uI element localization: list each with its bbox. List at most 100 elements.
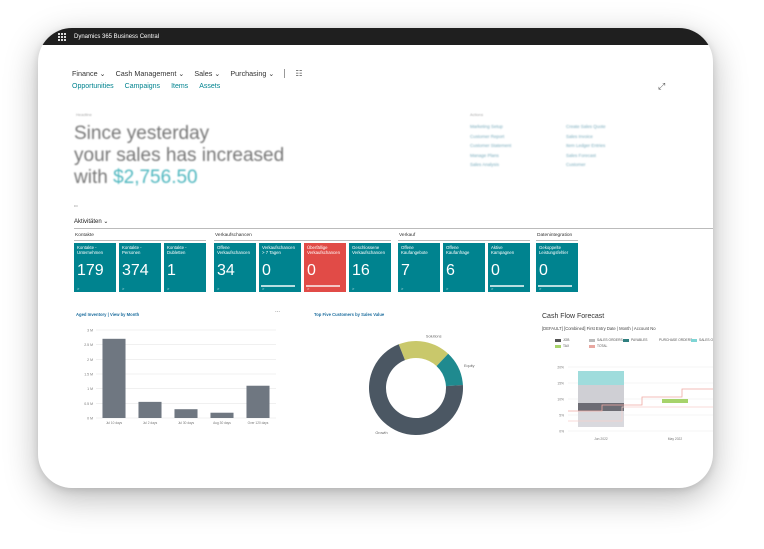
y-tick-label: 0 M (87, 417, 93, 421)
legend-item[interactable]: TOTAL (589, 344, 623, 348)
tile-group: Kontakte Kontakte - Unternehmen 179 > Kontak… (74, 233, 206, 292)
tile-arrow-icon: > (446, 286, 449, 291)
action-link[interactable]: Sales Invoice (566, 133, 593, 139)
y-tick-label: 20% (557, 366, 564, 370)
tile-value: 1 (167, 262, 176, 279)
activity-tile[interactable]: Überfällige Verkaufschancen 0 > (304, 243, 346, 292)
activity-tile[interactable]: Gekoppelte Leistungsfehler 0 > (536, 243, 578, 292)
y-tick-label: 0% (559, 430, 564, 434)
app-bar: Dynamics 365 Business Central (38, 28, 713, 45)
actions-label: Actions (470, 112, 484, 117)
tile-value: 0 (307, 262, 316, 279)
action-link[interactable]: Customer Report (470, 133, 505, 139)
activity-tile[interactable]: Kontakte - Unternehmen 179 > (74, 243, 116, 292)
action-link[interactable]: Item Ledger Entries (566, 143, 606, 148)
legend-item[interactable]: JOB (555, 338, 589, 342)
tile-value: 0 (262, 262, 271, 279)
chart-more-icon[interactable]: ... (275, 308, 281, 314)
legend-item[interactable]: SALES ORDERS (589, 338, 623, 342)
legend-swatch (623, 338, 629, 342)
menu-finance[interactable]: Finance ⌄ (72, 69, 106, 78)
more-dots-icon[interactable]: ••• (74, 204, 78, 208)
action-link[interactable]: Sales Forecast (566, 152, 597, 158)
legend-swatch (555, 338, 561, 342)
tile-arrow-icon: > (77, 286, 80, 291)
y-tick-label: 2 M (87, 358, 93, 362)
y-tick-label: 15% (557, 382, 564, 386)
cash-flow-bar (578, 385, 624, 403)
legend-label: JOB (563, 338, 570, 342)
x-tick-label: Over 120 days (248, 421, 269, 425)
action-link[interactable]: Customer Statement (470, 143, 512, 148)
activity-tile[interactable]: Offene Verkaufschancen 34 > (214, 243, 256, 292)
activity-tile[interactable]: Kontakte - Personen 374 > (119, 243, 161, 292)
tile-group-title: Kontakte (75, 233, 94, 238)
legend-swatch (589, 338, 595, 342)
headline-amount[interactable]: $2,756.50 (113, 167, 198, 188)
action-link[interactable]: Manage Plans (470, 152, 499, 158)
activity-tile[interactable]: Kontakte - Dubletten 1 > (164, 243, 206, 292)
slice-label: Equity (464, 364, 475, 368)
link-campaigns[interactable]: Campaigns (124, 83, 161, 90)
y-tick-label: 3 M (87, 329, 93, 333)
link-assets[interactable]: Assets (199, 83, 221, 90)
aged-inventory-chart: 3 M 2.5 M 2 M 1.5 M 1 M 0.5 M 0 M Jul 10 days Ju… (84, 329, 276, 425)
app-launcher-icon[interactable] (58, 32, 68, 42)
x-tick-label: May 2022 (668, 437, 683, 441)
slice-label: Solutions (426, 334, 442, 338)
tile-label: Offene Kaufanfrage (446, 245, 470, 255)
tile-arrow-icon: > (262, 286, 265, 291)
action-link[interactable]: Customer (566, 162, 586, 167)
top-customers-title[interactable]: Top Five Customers by Sales Value (314, 312, 385, 317)
y-tick-label: 1.5 M (84, 373, 93, 377)
legend-item[interactable]: SALES ORDERS (691, 338, 713, 342)
top-customers-chart: Solutions Equity Growth (369, 334, 475, 435)
legend-item[interactable]: TAX (555, 344, 589, 348)
legend-item[interactable]: PURCHASE ORDERS (657, 338, 692, 342)
menu-purchasing[interactable]: Purchasing ⌄ (230, 69, 275, 78)
headline-line-3: with $2,756.50 (74, 167, 198, 188)
menu-sales[interactable]: Sales ⌄ (194, 69, 221, 78)
donut-slice (436, 353, 463, 387)
y-tick-label: 5% (559, 414, 564, 418)
aged-inventory-title[interactable]: Aged Inventory | View by Month (76, 312, 140, 317)
headline-label: Headline (76, 112, 92, 117)
tile-value: 179 (77, 262, 104, 279)
tile-value: 16 (352, 262, 370, 279)
y-tick-label: 10% (557, 398, 564, 402)
tile-arrow-icon: > (122, 286, 125, 291)
tile-arrow-icon: > (167, 286, 170, 291)
slice-label: Growth (375, 431, 387, 435)
donut-slice (398, 341, 449, 367)
legend-item[interactable]: PAYABLES (623, 338, 657, 342)
tile-label: Offene Verkaufschancen (217, 245, 250, 255)
link-opportunities[interactable]: Opportunities (72, 83, 114, 90)
activity-tile[interactable]: Aktive Kampagnen 0 > (488, 243, 530, 292)
link-items[interactable]: Items (171, 83, 189, 90)
x-tick-label: Jul 30 days (178, 421, 195, 425)
legend-swatch (589, 344, 595, 348)
tile-group: Datenintegration Gekoppelte Leistungsfehl… (536, 233, 578, 292)
activity-tile[interactable]: Offene Kaufangebote 7 > (398, 243, 440, 292)
bar (102, 338, 126, 418)
action-link[interactable]: Create Sales Quote (566, 124, 606, 129)
tile-group: Verkauf Offene Kaufangebote 7 > Offene Kaufa… (398, 233, 530, 292)
activity-tile[interactable]: Geschlossene Verkaufschancen 16 > (349, 243, 391, 292)
expand-icon[interactable]: ⤢ (658, 81, 666, 91)
tile-label: Aktive Kampagnen (491, 245, 515, 255)
all-menus-icon[interactable]: ☷ (295, 69, 303, 78)
activity-tile[interactable]: Offene Kaufanfrage 6 > (443, 243, 485, 292)
tile-label: Geschlossene Verkaufschancen (352, 245, 385, 255)
tile-label: Überfällige Verkaufschancen (307, 245, 340, 255)
app-window: Dynamics 365 Business Central Finance ⌄ … (38, 28, 713, 488)
tile-label: Kontakte - Dubletten (167, 245, 187, 255)
tile-group-title: Datenintegration (537, 233, 573, 238)
menu-cash-management[interactable]: Cash Management ⌄ (115, 69, 185, 78)
activities-title[interactable]: Aktivitäten ⌄ (74, 219, 109, 225)
action-link[interactable]: Marketing Setup (470, 124, 503, 129)
action-link[interactable]: Sales Analysis (470, 162, 500, 167)
tile-progress-bar (490, 285, 524, 287)
cash-flow-bar (578, 371, 624, 385)
activity-tile[interactable]: Verkaufschancen > 7 Tagen 0 > (259, 243, 301, 292)
legend-label: SALES ORDERS (597, 338, 623, 342)
